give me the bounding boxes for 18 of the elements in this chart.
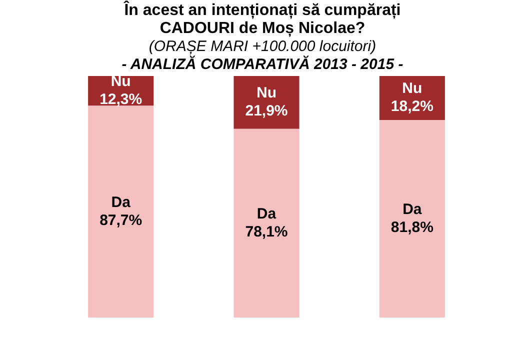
bar: [379, 120, 445, 318]
text: Da: [111, 194, 130, 211]
data-label: 12,3%: [100, 91, 142, 108]
text: Da: [402, 200, 422, 218]
data-label: 18,2%: [390, 98, 434, 116]
data-label: 87,7%: [100, 212, 142, 229]
text: Nu: [402, 80, 422, 98]
bar: [234, 128, 300, 318]
data-label: 78,1%: [245, 223, 288, 240]
data-label: 21,9%: [245, 102, 288, 120]
data-label: 81,8%: [390, 218, 434, 236]
bar: [234, 76, 300, 129]
series-label: Nu: [110, 73, 131, 90]
chart-title: În acest an intenționați să cumpărați CADOURI de Moș Nicolae?: [122, 2, 402, 38]
chart-subtitle: (ORAȘE MARI +100.000 locuitori) - ANALIZĂ COMPARATIVĂ 2013 - 2015 -: [120, 38, 404, 74]
series-label: Da: [256, 205, 277, 222]
text: Nu: [256, 84, 276, 102]
bar: [88, 106, 154, 318]
